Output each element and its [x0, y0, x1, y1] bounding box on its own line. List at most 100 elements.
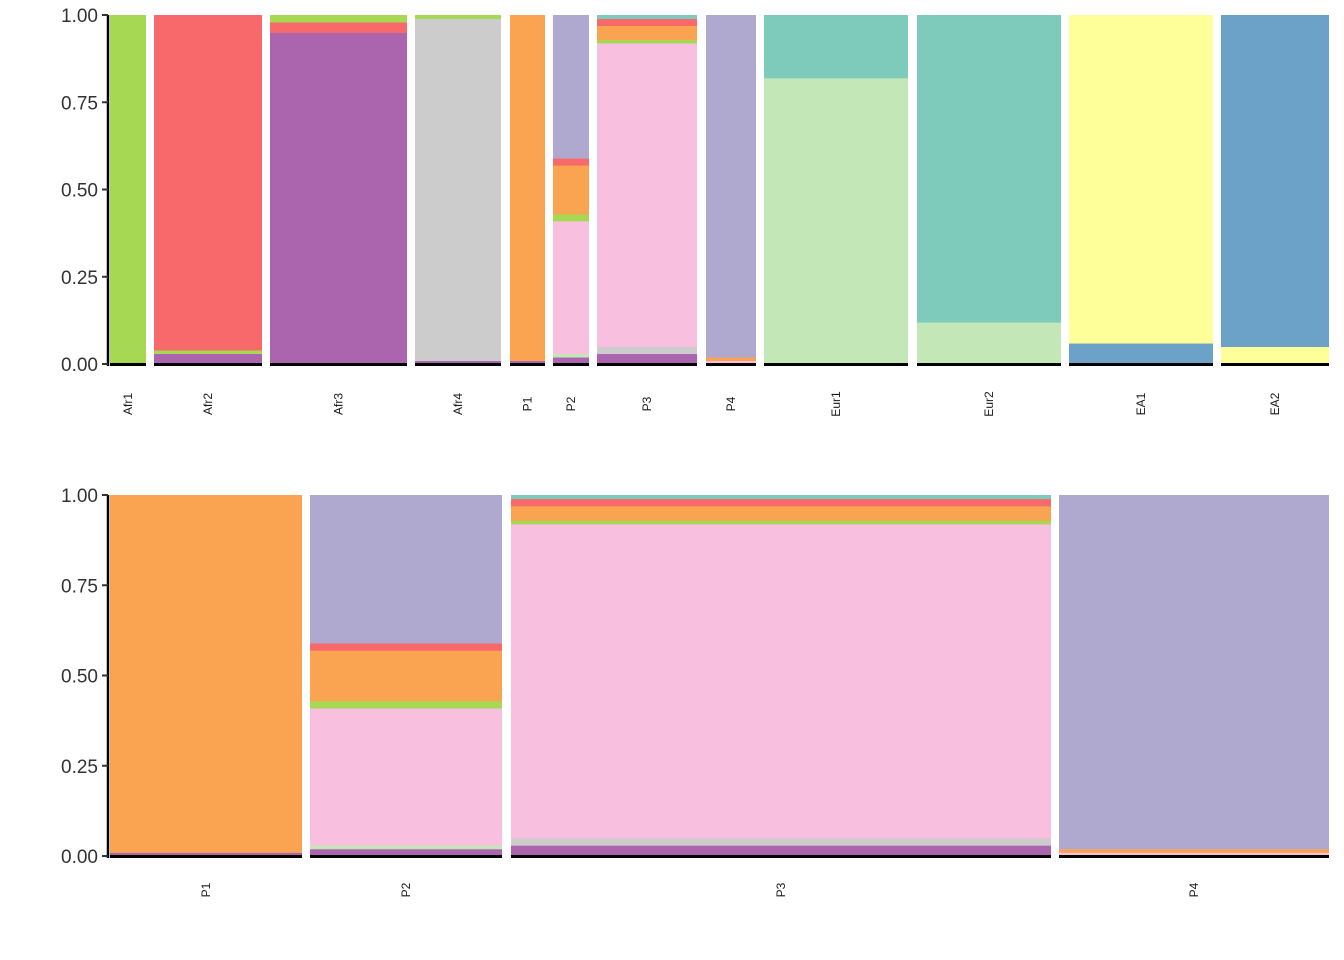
bar-P2-K1: [310, 700, 502, 709]
group-label: P1: [521, 396, 535, 411]
group-Afr1: Afr1: [110, 15, 146, 415]
bar-P2-K3: [310, 848, 502, 857]
chart-panel-1: Afr1 Afr2 Afr3 Afr4 P1 P2 P3 P4 Eur1 Eur2 EA1 EA2 0.…: [61, 6, 1329, 417]
bar-P2-K2: [553, 158, 589, 166]
group-EA1: EA1: [1069, 15, 1213, 415]
bar-P2-K6: [310, 495, 502, 644]
group-Afr4: Afr4: [415, 15, 501, 415]
bar-P4-K5: [1059, 848, 1329, 853]
bar-Afr3-K3: [270, 32, 407, 365]
group-label: P4: [724, 396, 738, 411]
group-label: P2: [399, 882, 413, 897]
bar-P4-K6: [706, 15, 756, 358]
bar-P1-K5: [510, 15, 545, 362]
bar-Eur1-K8: [764, 77, 908, 365]
group-Eur1: Eur1: [764, 15, 908, 417]
bar-P2-K5: [310, 650, 502, 702]
bar-Eur1-K9: [764, 15, 908, 79]
group-P1: P1: [110, 495, 302, 897]
bar-P1-K5: [110, 495, 302, 853]
bar-P1-K3: [510, 360, 545, 365]
bar-P3-K7: [511, 523, 1051, 839]
bar-EA2-K10: [1221, 346, 1329, 365]
bar-P4-K7: [706, 360, 756, 365]
bar-P2-K5: [553, 165, 589, 215]
y-tick-label: 1.00: [61, 6, 98, 27]
y-tick-label: 0.50: [61, 181, 98, 202]
group-P3: P3: [511, 495, 1051, 897]
group-P3: P3: [597, 15, 697, 411]
bar-Afr3-K2: [270, 21, 407, 33]
bar-P3-K5: [511, 505, 1051, 521]
y-tick-label: 0.00: [61, 847, 98, 868]
bar-EA1-K11: [1069, 343, 1213, 365]
bar-EA1-K10: [1069, 15, 1213, 344]
group-label: P1: [199, 882, 213, 897]
bar-P3-K4: [597, 346, 697, 355]
bar-Afr2-K2: [154, 15, 262, 351]
group-label: EA1: [1134, 392, 1148, 415]
bar-P3-K1: [511, 520, 1051, 525]
bar-P2-K8: [553, 353, 589, 358]
bar-P4-K5: [706, 357, 756, 362]
bar-P3-K7: [597, 42, 697, 348]
bar-P4-K6: [1059, 495, 1329, 850]
bar-P3-K4: [511, 837, 1051, 846]
bar-Afr1-K1: [110, 15, 146, 365]
group-label: EA2: [1268, 392, 1282, 415]
bar-P3-K5: [597, 25, 697, 40]
bar-Afr3-K1: [270, 15, 407, 23]
group-Eur2: Eur2: [917, 15, 1061, 417]
group-P4: P4: [1059, 495, 1329, 897]
y-tick-label: 0.25: [61, 757, 98, 778]
bar-P2-K3: [553, 357, 589, 365]
group-label: P3: [774, 882, 788, 897]
group-P1: P1: [510, 15, 545, 411]
chart-panel-2: P1 P2 P3 P4 0.00 0.25 0.50 0.75 1.00: [61, 486, 1329, 897]
group-label: P4: [1187, 882, 1201, 897]
group-label: Eur2: [982, 391, 996, 417]
bar-P2-K2: [310, 643, 502, 651]
y-tick-label: 0.25: [61, 268, 98, 289]
bar-P3-K1: [597, 39, 697, 44]
y-tick-label: 0.75: [61, 576, 98, 597]
group-P4: P4: [706, 15, 756, 411]
y-tick-label: 1.00: [61, 486, 98, 507]
group-EA2: EA2: [1221, 15, 1329, 415]
bar-P3-K3: [511, 845, 1051, 857]
bar-EA2-K11: [1221, 15, 1329, 348]
group-Afr3: Afr3: [270, 15, 407, 415]
y-tick-label: 0.00: [61, 355, 98, 376]
bar-P3-K9: [511, 495, 1051, 500]
group-Afr2: Afr2: [154, 15, 262, 415]
bar-Afr4-K3: [415, 360, 501, 365]
bar-Afr4-K4: [415, 18, 501, 362]
group-label: Afr2: [201, 393, 215, 415]
bar-Afr2-K1: [154, 350, 262, 355]
bar-P3-K2: [511, 498, 1051, 507]
group-label: Afr1: [121, 393, 135, 415]
bar-P2-K8: [310, 845, 502, 850]
group-label: Afr4: [451, 393, 465, 415]
bar-Afr4-K1: [415, 15, 501, 19]
group-P2: P2: [310, 495, 502, 897]
group-P2: P2: [553, 15, 589, 411]
group-label: P3: [640, 396, 654, 411]
y-tick-label: 0.50: [61, 667, 98, 688]
bar-P3-K3: [597, 353, 697, 365]
group-label: P2: [564, 396, 578, 411]
bar-P3-K2: [597, 18, 697, 26]
bar-P2-K1: [553, 213, 589, 222]
group-label: Afr3: [332, 393, 346, 415]
bar-Eur2-K8: [917, 322, 1061, 365]
bar-Afr2-K3: [154, 353, 262, 365]
bar-P2-K7: [553, 220, 589, 355]
bar-Eur2-K9: [917, 15, 1061, 323]
bar-P2-K7: [310, 707, 502, 846]
bar-P2-K6: [553, 15, 589, 159]
group-label: Eur1: [829, 391, 843, 417]
bar-P4-K7: [1059, 852, 1329, 857]
bar-P3-K9: [597, 15, 697, 19]
y-tick-label: 0.75: [61, 93, 98, 114]
